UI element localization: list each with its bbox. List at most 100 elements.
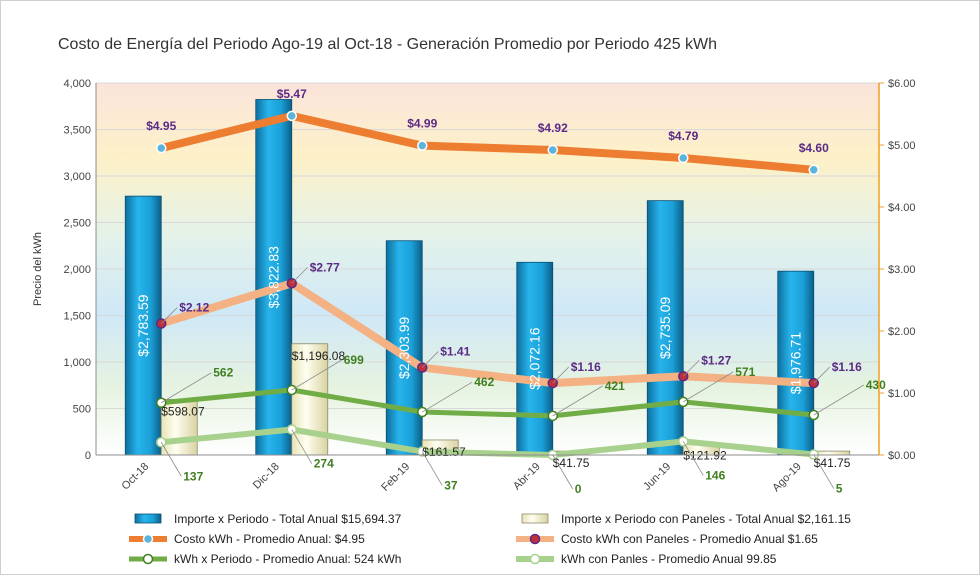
bar-importe-label: $1,976.71 bbox=[788, 332, 804, 394]
leader-kwh-paneles bbox=[552, 454, 574, 490]
y2-tick-label: $1.00 bbox=[888, 388, 916, 400]
line-kwh-periodo bbox=[158, 387, 817, 419]
label-costo-kwh-paneles: $1.16 bbox=[571, 360, 601, 374]
label-costo-kwh-paneles: $2.77 bbox=[310, 260, 340, 274]
legend-label: Costo kWh con Paneles - Promedio Anual $… bbox=[561, 532, 818, 546]
label-costo-kwh: $4.92 bbox=[538, 121, 568, 135]
legend-label: kWh x Periodo - Promedio Anual: 524 kWh bbox=[174, 552, 401, 566]
label-costo-kwh: $4.60 bbox=[799, 141, 829, 155]
leader-kwh-periodo bbox=[161, 372, 212, 404]
label-kwh-periodo: 571 bbox=[735, 365, 755, 379]
line-kwh-paneles bbox=[158, 426, 817, 458]
x-tick-label: Oct-18 bbox=[120, 461, 152, 493]
x-tick-label: Feb-19 bbox=[379, 461, 412, 494]
y-tick-label: 1,000 bbox=[63, 357, 91, 369]
line-costo-kwh bbox=[157, 111, 818, 174]
bar-paneles-label: $1,196.08 bbox=[292, 349, 346, 363]
leader-kwh-paneles bbox=[421, 451, 443, 486]
y2-tick-label: $2.00 bbox=[888, 326, 916, 338]
legend-label: Costo kWh - Promedio Anual: $4.95 bbox=[174, 532, 365, 546]
point-costo-kwh bbox=[808, 164, 819, 176]
bar-importe bbox=[777, 270, 815, 456]
y-tick-label: 3,000 bbox=[63, 171, 91, 183]
label-kwh-paneles: 274 bbox=[314, 457, 334, 471]
leader-costo-kwh-paneles bbox=[813, 366, 831, 384]
leader-kwh-paneles bbox=[682, 441, 704, 476]
label-costo-kwh: $5.47 bbox=[277, 87, 307, 101]
y-tick-label: 4,000 bbox=[63, 78, 91, 90]
y-tick-label: 1,500 bbox=[63, 311, 91, 323]
legend-marker bbox=[142, 553, 154, 565]
y-tick-label: 0 bbox=[85, 450, 91, 462]
label-kwh-paneles: 5 bbox=[836, 482, 843, 496]
y2-tick-label: $0.00 bbox=[888, 450, 916, 462]
label-kwh-paneles: 146 bbox=[705, 468, 725, 482]
leader-kwh-periodo bbox=[683, 371, 734, 403]
point-costo-kwh bbox=[417, 140, 428, 151]
y-tick-label: 500 bbox=[73, 404, 91, 416]
leader-kwh-periodo bbox=[813, 384, 864, 416]
y-tick-label: 3,500 bbox=[63, 125, 91, 137]
bar-importe bbox=[516, 261, 554, 456]
bar-importe-label: $2,783.59 bbox=[135, 294, 151, 356]
bar-paneles-label: $161.57 bbox=[422, 445, 466, 459]
x-tick-label: Dic-18 bbox=[251, 461, 282, 492]
bar-paneles-label: $598.07 bbox=[161, 404, 205, 418]
x-tick-label: Abr-19 bbox=[511, 461, 543, 493]
point-costo-kwh bbox=[156, 142, 167, 154]
label-kwh-paneles: 0 bbox=[575, 482, 582, 496]
legend-label: kWh con Panles - Promedio Anual 99.85 bbox=[561, 552, 777, 566]
y-tick-label: 2,000 bbox=[63, 264, 91, 276]
bar-paneles-label: $41.75 bbox=[814, 456, 851, 470]
bar-importe-label: $3,822.83 bbox=[266, 246, 282, 308]
label-kwh-paneles: 37 bbox=[444, 479, 458, 493]
label-costo-kwh-paneles: $1.16 bbox=[832, 360, 862, 374]
leader-costo-kwh-paneles bbox=[552, 366, 570, 384]
bar-paneles-label: $121.92 bbox=[683, 449, 727, 463]
y2-tick-label: $6.00 bbox=[888, 78, 916, 90]
x-tick-label: Ago-19 bbox=[770, 461, 804, 495]
label-kwh-periodo: 562 bbox=[213, 366, 233, 380]
bar-importe-label: $2,072.16 bbox=[527, 327, 543, 389]
label-kwh-periodo: 462 bbox=[474, 375, 494, 389]
leader-kwh-periodo bbox=[291, 359, 342, 391]
y2-tick-label: $5.00 bbox=[888, 140, 916, 152]
label-costo-kwh-paneles: $1.41 bbox=[440, 345, 470, 359]
label-costo-kwh: $4.95 bbox=[146, 119, 176, 133]
y-axis-label: Precio del kWh bbox=[32, 232, 44, 306]
y-tick-label: 2,500 bbox=[63, 218, 91, 230]
label-kwh-periodo: 699 bbox=[344, 353, 364, 367]
leader-kwh-periodo bbox=[552, 385, 603, 417]
y2-tick-label: $4.00 bbox=[888, 202, 916, 214]
leader-kwh-paneles bbox=[291, 429, 313, 464]
bar-paneles-label: $41.75 bbox=[553, 456, 590, 470]
leader-kwh-periodo bbox=[422, 381, 473, 413]
leader-costo-kwh-paneles bbox=[160, 307, 178, 324]
bar-importe-paneles bbox=[813, 450, 851, 456]
label-costo-kwh-paneles: $1.27 bbox=[701, 353, 731, 367]
legend-marker bbox=[529, 533, 541, 545]
point-costo-kwh bbox=[547, 144, 558, 156]
leader-costo-kwh-paneles bbox=[421, 351, 439, 368]
chart-title: Costo de Energía del Periodo Ago-19 al O… bbox=[58, 36, 717, 53]
bar-importe-label: $2,735.09 bbox=[657, 296, 673, 358]
legend-label: Importe x Periodo con Paneles - Total An… bbox=[561, 512, 851, 526]
legend-swatch bbox=[521, 513, 549, 524]
legend-marker bbox=[529, 553, 541, 565]
label-kwh-periodo: 421 bbox=[605, 379, 625, 393]
leader-kwh-paneles bbox=[813, 454, 835, 489]
point-costo-kwh bbox=[678, 152, 689, 164]
bar-importe bbox=[124, 195, 162, 456]
label-kwh-paneles: 137 bbox=[183, 469, 203, 483]
label-costo-kwh-paneles: $2.12 bbox=[179, 301, 209, 315]
bar-importe-label: $2,303.99 bbox=[396, 317, 412, 379]
legend-label: Importe x Periodo - Total Anual $15,694.… bbox=[174, 512, 402, 526]
leader-costo-kwh-paneles bbox=[682, 359, 700, 377]
point-costo-kwh bbox=[286, 110, 297, 122]
label-kwh-periodo: 430 bbox=[866, 378, 886, 392]
bar-importe bbox=[255, 99, 293, 456]
x-tick-label: Jun-19 bbox=[641, 461, 673, 493]
legend-marker bbox=[142, 533, 154, 545]
